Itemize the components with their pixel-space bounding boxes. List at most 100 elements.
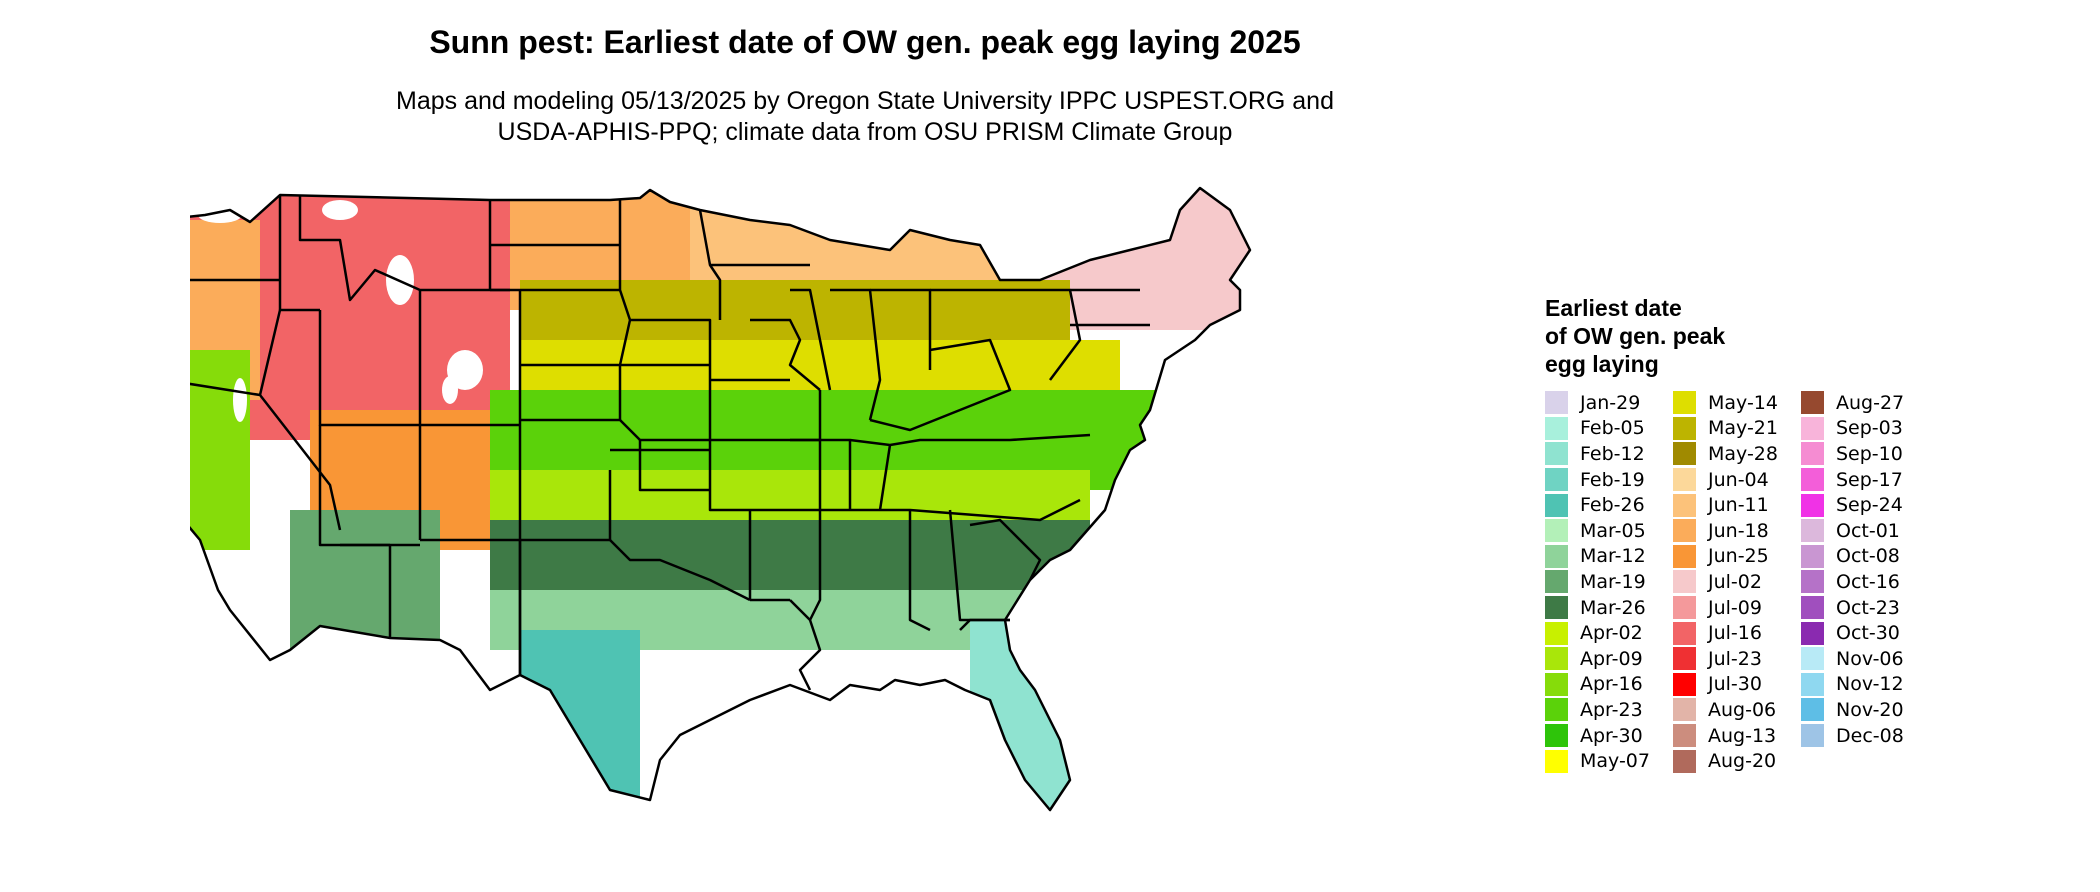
legend-label: Jul-02 <box>1708 570 1762 593</box>
legend-swatch <box>1545 391 1568 415</box>
legend-item: Oct-16 <box>1801 569 1929 595</box>
legend-item: Apr-02 <box>1545 620 1673 646</box>
legend-swatch <box>1545 621 1568 645</box>
legend-item: May-07 <box>1545 748 1673 774</box>
map-subtitle: Maps and modeling 05/13/2025 by Oregon S… <box>0 86 2100 148</box>
legend-item: Oct-30 <box>1801 620 1929 646</box>
legend-swatch <box>1545 749 1568 773</box>
legend-item: Feb-12 <box>1545 441 1673 467</box>
legend-swatch <box>1801 416 1824 440</box>
legend-title: Earliest date of OW gen. peak egg laying <box>1545 294 2090 378</box>
legend-label: Nov-06 <box>1836 647 1904 670</box>
legend-swatch <box>1673 416 1696 440</box>
legend-item: Nov-06 <box>1801 646 1929 672</box>
legend-swatch <box>1545 570 1568 594</box>
legend-swatch <box>1673 596 1696 620</box>
us-map <box>190 186 1252 812</box>
legend-item: Jun-11 <box>1673 492 1801 518</box>
legend-item: Feb-19 <box>1545 467 1673 493</box>
legend-item: Dec-08 <box>1801 723 1929 749</box>
legend-item: Jul-09 <box>1673 595 1801 621</box>
legend-item: Aug-27 <box>1801 390 1929 416</box>
legend-label: Jun-18 <box>1708 519 1769 542</box>
legend-swatch <box>1545 416 1568 440</box>
band-desert <box>290 510 440 650</box>
subtitle-line-2: USDA-APHIS-PPQ; climate data from OSU PR… <box>497 118 1233 146</box>
band-northeast <box>1030 188 1250 330</box>
legend-item: Nov-20 <box>1801 697 1929 723</box>
legend-label: Feb-26 <box>1580 494 1645 517</box>
legend-item: Mar-19 <box>1545 569 1673 595</box>
legend-label: Apr-30 <box>1580 724 1643 747</box>
legend-columns: Jan-29 Feb-05 Feb-12 Feb-19 Feb-26 Mar-05 Mar-… <box>1545 390 2090 774</box>
legend-swatch <box>1801 391 1824 415</box>
legend-title-line-3: egg laying <box>1545 351 1659 377</box>
legend-swatch <box>1673 570 1696 594</box>
legend-label: Dec-08 <box>1836 724 1904 747</box>
legend-swatch <box>1673 647 1696 671</box>
legend-label: Jun-04 <box>1708 468 1769 491</box>
legend-swatch <box>1801 468 1824 492</box>
legend-item: Oct-23 <box>1801 595 1929 621</box>
legend-item: Aug-06 <box>1673 697 1801 723</box>
legend-swatch <box>1801 647 1824 671</box>
legend-label: Oct-01 <box>1836 519 1900 542</box>
legend-item: Feb-05 <box>1545 416 1673 442</box>
band-midwest <box>520 280 1070 350</box>
legend-label: Mar-12 <box>1580 545 1646 568</box>
legend-label: Apr-09 <box>1580 647 1643 670</box>
legend-swatch <box>1673 468 1696 492</box>
legend-swatch <box>1673 442 1696 466</box>
legend-label: Jul-23 <box>1708 647 1762 670</box>
legend-label: Oct-08 <box>1836 545 1900 568</box>
legend-swatch <box>1801 519 1824 543</box>
legend-label: Apr-02 <box>1580 622 1643 645</box>
legend-label: Mar-05 <box>1580 519 1646 542</box>
legend-item: Jun-25 <box>1673 544 1801 570</box>
legend-label: Aug-27 <box>1836 391 1905 414</box>
legend-item: Jun-04 <box>1673 467 1801 493</box>
legend-item: Feb-26 <box>1545 492 1673 518</box>
legend-label: Apr-16 <box>1580 673 1643 696</box>
legend-swatch <box>1801 442 1824 466</box>
legend-swatch <box>1545 596 1568 620</box>
legend-label: Aug-06 <box>1708 698 1777 721</box>
legend-label: Jun-11 <box>1708 494 1769 517</box>
legend-label: May-21 <box>1708 417 1778 440</box>
legend-swatch <box>1801 596 1824 620</box>
legend-title-line-1: Earliest date <box>1545 295 1682 321</box>
legend-label: Jun-25 <box>1708 545 1769 568</box>
legend-label: Oct-16 <box>1836 570 1900 593</box>
legend-swatch <box>1545 468 1568 492</box>
legend-column: Jan-29 Feb-05 Feb-12 Feb-19 Feb-26 Mar-05 Mar-… <box>1545 390 1673 774</box>
legend-column: May-14 May-21 May-28 Jun-04 Jun-11 Jun-18 Jun-… <box>1673 390 1801 774</box>
legend-label: Jul-16 <box>1708 622 1762 645</box>
legend-swatch <box>1545 672 1568 696</box>
legend-item: Jun-18 <box>1673 518 1801 544</box>
legend-label: Nov-12 <box>1836 673 1904 696</box>
legend-title-line-2: of OW gen. peak <box>1545 323 1726 349</box>
legend-label: Jan-29 <box>1580 391 1641 414</box>
band-south-texas <box>520 630 640 810</box>
legend-label: Sep-24 <box>1836 494 1903 517</box>
legend-swatch <box>1673 621 1696 645</box>
legend-label: Feb-19 <box>1580 468 1645 491</box>
map-color-bands <box>190 188 1250 810</box>
legend-swatch <box>1801 544 1824 568</box>
legend-swatch <box>1673 493 1696 517</box>
legend-label: Nov-20 <box>1836 698 1904 721</box>
legend-label: Feb-05 <box>1580 417 1645 440</box>
legend-item: Jul-23 <box>1673 646 1801 672</box>
legend-item: May-28 <box>1673 441 1801 467</box>
legend-item: Mar-12 <box>1545 544 1673 570</box>
legend-label: Mar-19 <box>1580 570 1646 593</box>
legend-label: Oct-23 <box>1836 596 1900 619</box>
legend-label: Mar-26 <box>1580 596 1646 619</box>
legend-label: May-28 <box>1708 442 1778 465</box>
legend-label: Sep-03 <box>1836 417 1903 440</box>
legend-swatch <box>1801 570 1824 594</box>
legend-item: Apr-09 <box>1545 646 1673 672</box>
legend-swatch <box>1673 698 1696 722</box>
legend-swatch <box>1673 391 1696 415</box>
legend: Earliest date of OW gen. peak egg laying… <box>1545 294 2090 774</box>
